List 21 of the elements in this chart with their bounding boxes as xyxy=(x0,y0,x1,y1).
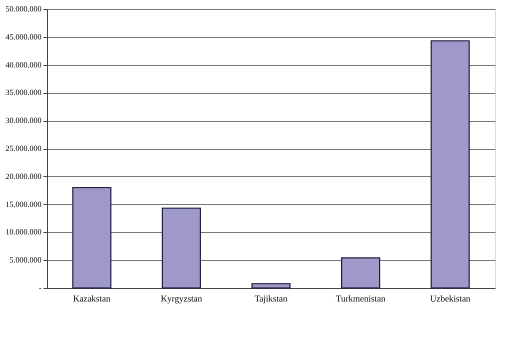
y-tick-label: 45.000.000 xyxy=(6,32,42,42)
bar xyxy=(251,283,291,289)
y-tick-label: 50.000.000 xyxy=(6,4,42,14)
y-tick-label: 20.000.000 xyxy=(6,172,42,181)
x-tick-label: Turkmenistan xyxy=(336,294,386,304)
x-tick-label: Kazakstan xyxy=(73,294,112,304)
bar xyxy=(341,257,380,289)
y-tick-label: 40.000.000 xyxy=(6,60,42,70)
bar xyxy=(430,40,470,289)
y-tick-label: 15.000.000 xyxy=(6,200,42,209)
bar xyxy=(72,186,112,289)
bar xyxy=(162,208,201,289)
y-tick-label: 35.000.000 xyxy=(6,88,42,98)
y-tick-label: 25.000.000 xyxy=(6,144,42,153)
x-tick-label: Kyrgyzstan xyxy=(160,294,203,304)
x-tick-label: Tajikstan xyxy=(254,294,288,304)
y-tick-label: - xyxy=(38,284,42,292)
x-tick-label: Uzbekistan xyxy=(430,294,471,304)
y-tick-label: 10.000.000 xyxy=(6,228,42,237)
y-tick-label: 30.000.000 xyxy=(6,116,42,126)
y-tick-label: 5.000.000 xyxy=(10,256,42,265)
